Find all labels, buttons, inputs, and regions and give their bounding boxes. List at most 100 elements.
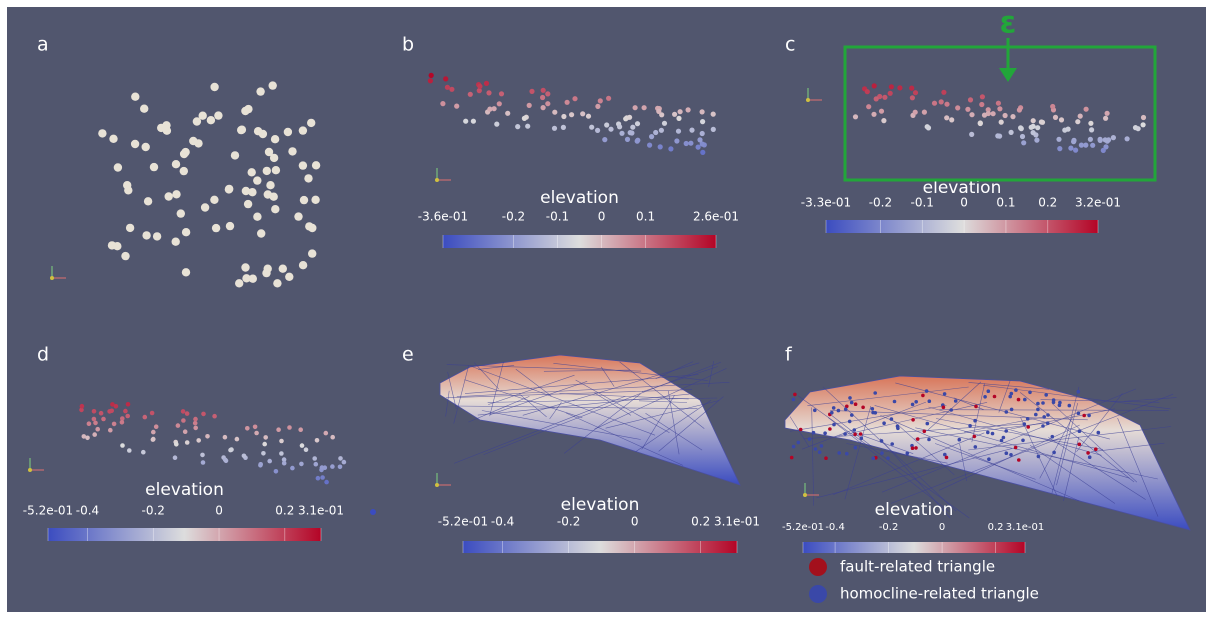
sphere <box>98 129 106 137</box>
point <box>941 90 946 95</box>
homocline-dot <box>812 431 816 435</box>
point <box>276 427 281 432</box>
point <box>1029 125 1034 130</box>
point <box>1010 114 1015 119</box>
point <box>193 417 198 422</box>
point <box>619 131 624 136</box>
point <box>529 89 534 94</box>
panel-label: b <box>402 34 414 56</box>
colorbar-title: elevation <box>540 188 619 208</box>
point <box>324 431 329 436</box>
sphere <box>269 81 277 89</box>
point <box>672 112 677 117</box>
homocline-dot <box>911 403 915 407</box>
colorbar <box>443 235 716 248</box>
fault-dot <box>854 402 858 406</box>
point <box>882 95 887 100</box>
point <box>205 434 210 439</box>
sphere <box>210 83 218 91</box>
point <box>123 409 128 414</box>
point <box>185 440 190 445</box>
homocline-dot <box>991 432 995 436</box>
fault-dot <box>942 406 946 410</box>
point <box>659 128 664 133</box>
homocline-dot <box>973 419 977 423</box>
homocline-dot <box>860 436 864 440</box>
sphere <box>272 166 280 174</box>
sphere <box>238 126 246 134</box>
homocline-dot <box>874 411 878 415</box>
homocline-dot <box>1088 455 1092 459</box>
point <box>274 469 279 474</box>
point <box>686 107 691 112</box>
point <box>1073 148 1078 153</box>
point <box>154 424 159 429</box>
point <box>649 134 654 139</box>
point <box>287 425 292 430</box>
homocline-dot <box>890 442 894 446</box>
point <box>700 150 705 155</box>
sphere <box>182 268 190 276</box>
homocline-dot <box>954 399 958 403</box>
colorbar-tick-label: 2.6e-01 <box>693 210 739 224</box>
point <box>625 137 630 142</box>
point <box>1009 130 1014 135</box>
point <box>965 107 970 112</box>
homocline-dot <box>1042 415 1046 419</box>
point <box>1105 111 1110 116</box>
point <box>871 112 876 117</box>
point <box>580 111 585 116</box>
sphere <box>231 151 239 159</box>
colorbar-tick-label: 3.1e-01 <box>298 504 344 518</box>
point <box>913 90 918 95</box>
sphere <box>244 200 252 208</box>
point <box>1056 137 1061 142</box>
point <box>320 475 325 480</box>
point <box>969 132 974 137</box>
sphere <box>299 261 307 269</box>
sphere <box>242 274 250 282</box>
point <box>304 447 309 452</box>
point <box>370 509 376 515</box>
point <box>258 463 263 468</box>
point <box>711 112 716 117</box>
fault-dot <box>921 394 925 398</box>
point <box>1021 140 1026 145</box>
sphere <box>270 154 278 162</box>
sphere <box>273 279 281 287</box>
point <box>1101 148 1106 153</box>
point <box>1020 134 1025 139</box>
colorbar-tick-label: -0.4 <box>825 522 845 533</box>
sphere <box>256 87 264 95</box>
point <box>338 456 343 461</box>
colorbar <box>463 541 737 553</box>
point <box>127 448 132 453</box>
homocline-dot <box>1023 398 1027 402</box>
point <box>604 122 609 127</box>
sphere <box>226 222 234 230</box>
point <box>545 91 550 96</box>
point <box>125 414 130 419</box>
point <box>565 100 570 105</box>
sphere <box>257 229 265 237</box>
sphere <box>182 228 190 236</box>
point <box>949 117 954 122</box>
fault-dot <box>1082 414 1086 418</box>
point <box>853 114 858 119</box>
sphere <box>142 231 150 239</box>
colorbar <box>803 542 1025 553</box>
colorbar-tick-label: 0.2 <box>691 515 710 529</box>
fault-dot <box>973 435 977 439</box>
point <box>995 133 1000 138</box>
point <box>1088 121 1093 126</box>
homocline-dot <box>1010 408 1014 412</box>
sphere <box>305 222 313 230</box>
colorbar-tick-label: 0.1 <box>636 210 655 224</box>
fault-dot <box>1094 447 1098 451</box>
fault-dot <box>1017 398 1021 402</box>
point <box>688 141 693 146</box>
homocline-dot <box>880 439 884 443</box>
panel-label: d <box>37 344 49 366</box>
point <box>913 110 918 115</box>
point <box>1039 119 1044 124</box>
